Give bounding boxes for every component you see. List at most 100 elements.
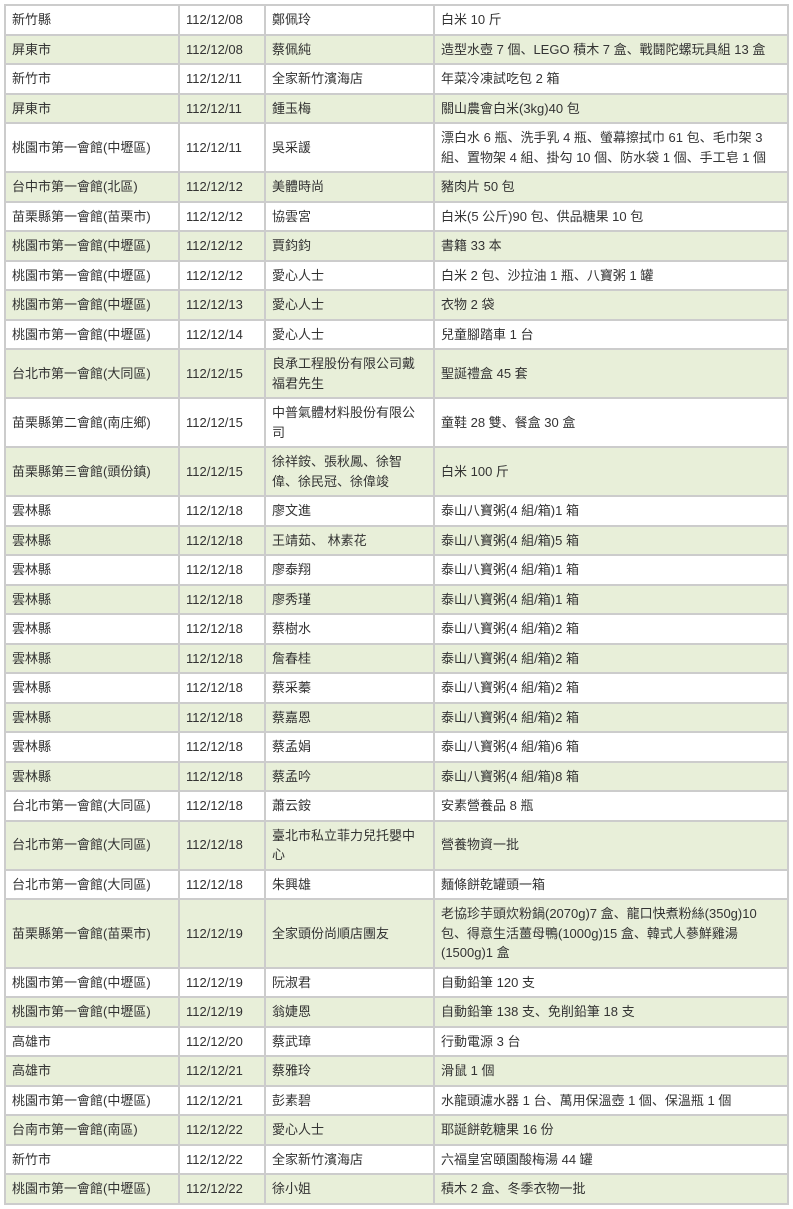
table-row: 桃園市第一會館(中壢區)112/12/19阮淑君自動鉛筆 120 支: [6, 969, 787, 997]
cell-donor: 全家新竹濱海店: [266, 1146, 433, 1174]
table-row: 雲林縣112/12/18廖文進泰山八寶粥(4 組/箱)1 箱: [6, 497, 787, 525]
cell-location: 雲林縣: [6, 645, 178, 673]
table-row: 桃園市第一會館(中壢區)112/12/14愛心人士兒童腳踏車 1 台: [6, 321, 787, 349]
cell-date: 112/12/18: [180, 763, 264, 791]
cell-items: 滑鼠 1 個: [435, 1057, 787, 1085]
cell-donor: 蔡佩純: [266, 36, 433, 64]
cell-donor: 良承工程股份有限公司戴福君先生: [266, 350, 433, 397]
cell-items: 自動鉛筆 120 支: [435, 969, 787, 997]
cell-donor: 賈鈞鈞: [266, 232, 433, 260]
cell-items: 造型水壺 7 個、LEGO 積木 7 盒、戰鬪陀螺玩具組 13 盒: [435, 36, 787, 64]
cell-items: 漂白水 6 瓶、洗手乳 4 瓶、螢幕擦拭巾 61 包、毛巾架 3 組、置物架 4…: [435, 124, 787, 171]
cell-location: 桃園市第一會館(中壢區): [6, 262, 178, 290]
cell-location: 桃園市第一會館(中壢區): [6, 998, 178, 1026]
cell-items: 積木 2 盒、冬季衣物一批: [435, 1175, 787, 1203]
cell-date: 112/12/21: [180, 1057, 264, 1085]
cell-date: 112/12/12: [180, 262, 264, 290]
cell-location: 桃園市第一會館(中壢區): [6, 1175, 178, 1203]
cell-donor: 蔡樹水: [266, 615, 433, 643]
cell-items: 書籍 33 本: [435, 232, 787, 260]
cell-date: 112/12/18: [180, 527, 264, 555]
cell-items: 年菜冷凍試吃包 2 箱: [435, 65, 787, 93]
table-row: 台北市第一會館(大同區)112/12/15良承工程股份有限公司戴福君先生聖誕禮盒…: [6, 350, 787, 397]
cell-donor: 協雲宮: [266, 203, 433, 231]
cell-date: 112/12/19: [180, 998, 264, 1026]
table-row: 桃園市第一會館(中壢區)112/12/12愛心人士白米 2 包、沙拉油 1 瓶、…: [6, 262, 787, 290]
cell-location: 雲林縣: [6, 497, 178, 525]
cell-items: 泰山八寶粥(4 組/箱)1 箱: [435, 497, 787, 525]
cell-donor: 蔡孟吟: [266, 763, 433, 791]
cell-donor: 愛心人士: [266, 262, 433, 290]
cell-items: 安素營養品 8 瓶: [435, 792, 787, 820]
table-row: 桃園市第一會館(中壢區)112/12/21彭素碧水龍頭濾水器 1 台、萬用保溫壺…: [6, 1087, 787, 1115]
table-row: 台中市第一會館(北區)112/12/12美體時尚豬肉片 50 包: [6, 173, 787, 201]
cell-location: 桃園市第一會館(中壢區): [6, 232, 178, 260]
cell-donor: 蕭云銨: [266, 792, 433, 820]
cell-items: 泰山八寶粥(4 組/箱)2 箱: [435, 615, 787, 643]
table-row: 雲林縣112/12/18廖泰翔泰山八寶粥(4 組/箱)1 箱: [6, 556, 787, 584]
cell-date: 112/12/18: [180, 822, 264, 869]
cell-date: 112/12/19: [180, 969, 264, 997]
cell-date: 112/12/21: [180, 1087, 264, 1115]
donation-table: 新竹縣112/12/08鄭佩玲白米 10 斤屏東市112/12/08蔡佩純造型水…: [4, 4, 789, 1205]
cell-date: 112/12/18: [180, 792, 264, 820]
cell-date: 112/12/15: [180, 350, 264, 397]
table-row: 高雄市112/12/20蔡武璋行動電源 3 台: [6, 1028, 787, 1056]
cell-items: 衣物 2 袋: [435, 291, 787, 319]
cell-items: 泰山八寶粥(4 組/箱)2 箱: [435, 674, 787, 702]
cell-date: 112/12/14: [180, 321, 264, 349]
table-row: 雲林縣112/12/18蔡孟吟泰山八寶粥(4 組/箱)8 箱: [6, 763, 787, 791]
cell-location: 高雄市: [6, 1057, 178, 1085]
cell-items: 泰山八寶粥(4 組/箱)2 箱: [435, 704, 787, 732]
table-row: 台北市第一會館(大同區)112/12/18臺北市私立菲力兒托嬰中心營養物資一批: [6, 822, 787, 869]
cell-location: 桃園市第一會館(中壢區): [6, 291, 178, 319]
cell-items: 麵條餅乾罐頭一箱: [435, 871, 787, 899]
cell-date: 112/12/18: [180, 556, 264, 584]
cell-location: 新竹縣: [6, 6, 178, 34]
cell-items: 白米 100 斤: [435, 448, 787, 495]
cell-donor: 蔡嘉恩: [266, 704, 433, 732]
cell-items: 白米 10 斤: [435, 6, 787, 34]
table-row: 雲林縣112/12/18蔡孟娟泰山八寶粥(4 組/箱)6 箱: [6, 733, 787, 761]
cell-donor: 鍾玉梅: [266, 95, 433, 123]
cell-location: 桃園市第一會館(中壢區): [6, 124, 178, 171]
cell-location: 苗栗縣第三會館(頭份鎮): [6, 448, 178, 495]
cell-items: 六福皇宮頤園酸梅湯 44 罐: [435, 1146, 787, 1174]
cell-donor: 詹春桂: [266, 645, 433, 673]
cell-location: 苗栗縣第一會館(苗栗市): [6, 203, 178, 231]
cell-date: 112/12/18: [180, 586, 264, 614]
table-row: 苗栗縣第二會館(南庄鄉)112/12/15中普氣體材料股份有限公司童鞋 28 雙…: [6, 399, 787, 446]
cell-date: 112/12/18: [180, 645, 264, 673]
cell-location: 台南市第一會館(南區): [6, 1116, 178, 1144]
table-row: 桃園市第一會館(中壢區)112/12/13愛心人士衣物 2 袋: [6, 291, 787, 319]
cell-donor: 愛心人士: [266, 321, 433, 349]
cell-items: 泰山八寶粥(4 組/箱)2 箱: [435, 645, 787, 673]
cell-location: 桃園市第一會館(中壢區): [6, 321, 178, 349]
cell-donor: 蔡雅玲: [266, 1057, 433, 1085]
table-row: 雲林縣112/12/18蔡采蓁泰山八寶粥(4 組/箱)2 箱: [6, 674, 787, 702]
cell-items: 白米(5 公斤)90 包、供品糖果 10 包: [435, 203, 787, 231]
cell-items: 老協珍芋頭炊粉鍋(2070g)7 盒、龍口快煮粉絲(350g)10 包、得意生活…: [435, 900, 787, 967]
table-row: 桃園市第一會館(中壢區)112/12/22徐小姐積木 2 盒、冬季衣物一批: [6, 1175, 787, 1203]
cell-donor: 臺北市私立菲力兒托嬰中心: [266, 822, 433, 869]
cell-items: 關山農會白米(3kg)40 包: [435, 95, 787, 123]
cell-location: 桃園市第一會館(中壢區): [6, 969, 178, 997]
cell-date: 112/12/22: [180, 1116, 264, 1144]
cell-items: 兒童腳踏車 1 台: [435, 321, 787, 349]
cell-date: 112/12/18: [180, 674, 264, 702]
cell-items: 水龍頭濾水器 1 台、萬用保溫壺 1 個、保溫瓶 1 個: [435, 1087, 787, 1115]
cell-items: 耶誕餅乾糖果 16 份: [435, 1116, 787, 1144]
cell-date: 112/12/08: [180, 36, 264, 64]
cell-location: 苗栗縣第二會館(南庄鄉): [6, 399, 178, 446]
table-row: 新竹縣112/12/08鄭佩玲白米 10 斤: [6, 6, 787, 34]
cell-items: 童鞋 28 雙、餐盒 30 盒: [435, 399, 787, 446]
table-row: 新竹市112/12/11全家新竹濱海店年菜冷凍試吃包 2 箱: [6, 65, 787, 93]
cell-date: 112/12/18: [180, 733, 264, 761]
cell-date: 112/12/22: [180, 1175, 264, 1203]
cell-donor: 徐小姐: [266, 1175, 433, 1203]
cell-date: 112/12/18: [180, 615, 264, 643]
table-row: 苗栗縣第一會館(苗栗市)112/12/12協雲宮白米(5 公斤)90 包、供品糖…: [6, 203, 787, 231]
table-row: 新竹市112/12/22全家新竹濱海店六福皇宮頤園酸梅湯 44 罐: [6, 1146, 787, 1174]
cell-date: 112/12/11: [180, 95, 264, 123]
cell-location: 新竹市: [6, 1146, 178, 1174]
